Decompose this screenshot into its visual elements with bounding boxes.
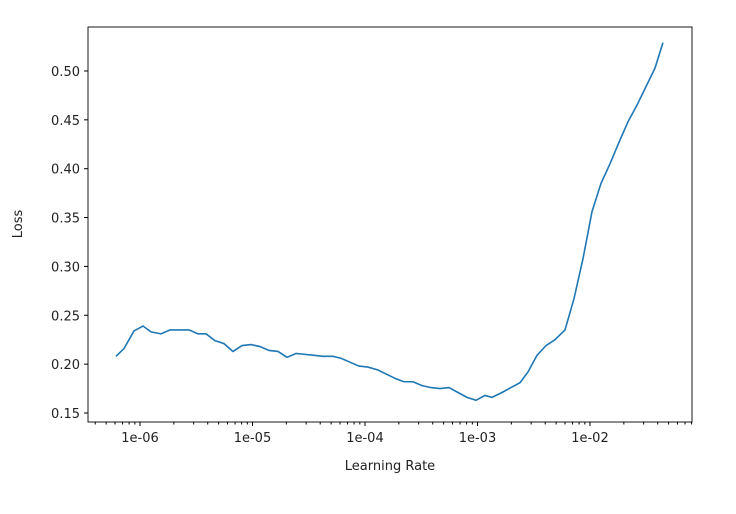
y-tick-label: 0.45: [51, 114, 80, 129]
x-axis-label: Learning Rate: [345, 459, 435, 474]
y-tick-label: 0.20: [51, 358, 80, 373]
x-tick-label: 1e-02: [571, 431, 609, 446]
loss-line: [115, 42, 664, 402]
x-tick-label: 1e-05: [234, 431, 272, 446]
y-tick-label: 0.40: [51, 163, 80, 178]
y-axis-label: Loss: [11, 210, 26, 239]
x-tick-label: 1e-04: [346, 431, 384, 446]
plot-frame: [87, 26, 693, 423]
y-tick-label: 0.35: [51, 212, 80, 227]
y-tick-label: 0.50: [51, 65, 80, 80]
x-tick-label: 1e-03: [459, 431, 497, 446]
y-tick-label: 0.30: [51, 260, 80, 275]
x-tick-label: 1e-06: [121, 431, 159, 446]
y-tick-label: 0.25: [51, 309, 80, 324]
y-tick-label: 0.15: [51, 407, 80, 422]
